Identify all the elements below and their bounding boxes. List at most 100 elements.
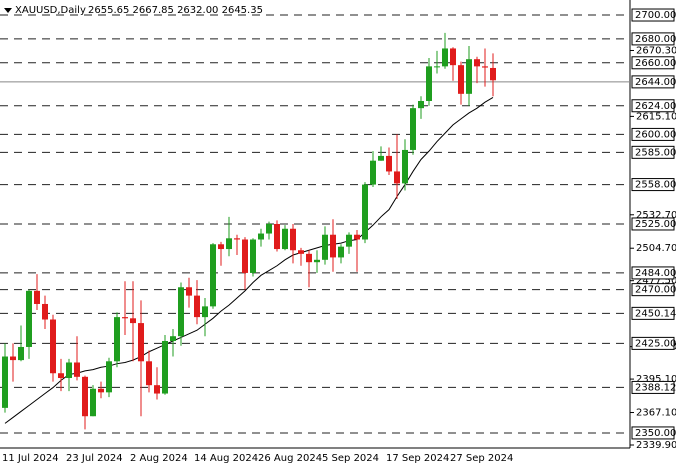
- y-tick-label: 2670.30: [636, 45, 676, 56]
- candle-body: [42, 303, 48, 320]
- candle-body: [114, 317, 120, 362]
- chart-title: XAUUSD,Daily: [15, 5, 86, 16]
- candle-body: [154, 385, 160, 394]
- candle-body: [362, 184, 368, 240]
- y-tick-label: 2367.10: [636, 408, 676, 419]
- price-label: 2644.00: [635, 77, 676, 88]
- level-label: 2558.00: [635, 180, 676, 191]
- candle-body: [234, 238, 240, 240]
- candle-body: [282, 228, 288, 250]
- candle-body: [378, 155, 384, 161]
- level-label-box: [631, 336, 675, 350]
- candle-body: [90, 388, 96, 417]
- candle-body: [162, 340, 168, 394]
- candle-body: [34, 290, 40, 304]
- candle-body: [66, 362, 72, 379]
- candle-body: [266, 223, 272, 234]
- candle-body: [50, 319, 56, 374]
- y-tick-label: 2615.10: [636, 111, 676, 122]
- candle-body: [410, 108, 416, 150]
- candle-body: [298, 250, 304, 254]
- price-label-box: [631, 75, 675, 89]
- level-label: 2425.00: [635, 338, 676, 349]
- level-label: 2470.00: [635, 285, 676, 296]
- candle-body: [250, 239, 256, 273]
- candle-body: [130, 318, 136, 324]
- level-label: 2350.00: [635, 428, 676, 439]
- candle-body: [434, 66, 440, 68]
- candle-body: [330, 234, 336, 258]
- y-tick-label: 2532.70: [636, 210, 676, 221]
- x-tick-label: 5 Sep 2024: [322, 453, 379, 464]
- candle-body: [466, 59, 472, 94]
- candle-body: [194, 295, 200, 318]
- candle-body: [426, 66, 432, 101]
- candle-body: [386, 155, 392, 172]
- x-tick-label: 26 Aug 2024: [258, 453, 322, 464]
- candle-body: [202, 306, 208, 318]
- level-label-box: [631, 32, 675, 46]
- candle-body: [314, 259, 320, 263]
- x-tick-label: 14 Aug 2024: [194, 453, 258, 464]
- candle-body: [218, 244, 224, 250]
- y-tick-label: 2477.50: [636, 276, 676, 287]
- y-tick-label: 2339.90: [636, 440, 676, 451]
- candle-body: [450, 48, 456, 66]
- x-tick-label: 2 Aug 2024: [130, 453, 188, 464]
- candle-body: [10, 356, 16, 361]
- level-label: 2585.00: [635, 147, 676, 158]
- candle-body: [458, 65, 464, 94]
- level-label: 2624.00: [635, 101, 676, 112]
- candle-body: [242, 239, 248, 273]
- candle-body: [210, 244, 216, 307]
- candle-body: [290, 228, 296, 251]
- candle-body: [370, 160, 376, 185]
- y-tick-label: 2504.70: [636, 243, 676, 254]
- candle-body: [402, 149, 408, 184]
- candle-body: [322, 234, 328, 260]
- level-label: 2388.12: [635, 382, 676, 393]
- y-tick-label: 2395.10: [636, 374, 676, 385]
- candle-body: [338, 246, 344, 258]
- candle-body: [482, 66, 488, 68]
- candle-body: [394, 171, 400, 184]
- candle-body: [186, 287, 192, 296]
- candle-body: [354, 234, 360, 240]
- level-label-box: [631, 283, 675, 297]
- level-label-box: [631, 178, 675, 192]
- level-label-box: [631, 56, 675, 70]
- level-label: 2484.00: [635, 268, 676, 279]
- candle-body: [258, 233, 264, 240]
- x-tick-label: 27 Sep 2024: [450, 453, 513, 464]
- candle-body: [74, 362, 80, 377]
- level-label: 2680.00: [635, 34, 676, 45]
- level-label: 2525.00: [635, 219, 676, 230]
- level-label: 2700.00: [635, 10, 676, 21]
- x-tick-label: 23 Jul 2024: [66, 453, 123, 464]
- candle-body: [122, 317, 128, 319]
- x-tick-label: 17 Sep 2024: [386, 453, 449, 464]
- candle-body: [26, 290, 32, 347]
- candle-body: [146, 361, 152, 386]
- level-label: 2600.00: [635, 129, 676, 140]
- candle-body: [306, 253, 312, 263]
- ohlc-readout: 2655.65 2667.85 2632.00 2645.35: [88, 5, 263, 16]
- level-label-box: [631, 145, 675, 159]
- level-label: 2450.14: [635, 308, 676, 319]
- candle-body: [106, 361, 112, 393]
- candle-body: [418, 100, 424, 109]
- level-label-box: [631, 306, 675, 320]
- candle-body: [58, 373, 64, 379]
- candle-body: [490, 67, 496, 81]
- level-label-box: [631, 266, 675, 280]
- candle-body: [138, 323, 144, 362]
- candle-body: [346, 234, 352, 247]
- level-label-box: [631, 380, 675, 394]
- candle-body: [2, 356, 8, 408]
- candle-body: [442, 48, 448, 67]
- level-label-box: [631, 99, 675, 113]
- candle-body: [82, 376, 88, 417]
- level-label-box: [631, 127, 675, 141]
- candle-body: [178, 287, 184, 337]
